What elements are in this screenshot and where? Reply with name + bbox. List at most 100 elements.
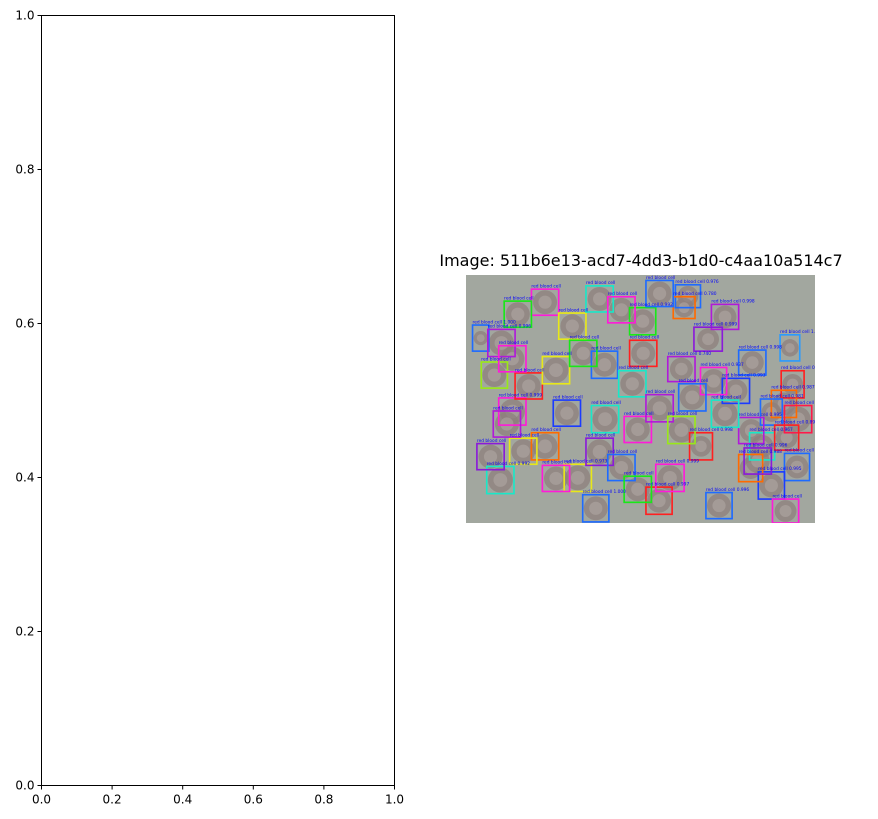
cell-center bbox=[685, 390, 700, 405]
cell-center bbox=[476, 334, 485, 342]
detection-box bbox=[710, 399, 740, 429]
cell-center bbox=[592, 444, 607, 459]
cell-center bbox=[786, 378, 799, 390]
detection-label: red blood cell bbox=[624, 471, 653, 477]
detection-box bbox=[606, 295, 636, 324]
image-panel: Image: 511b6e13-acd7-4dd3-b1d0-c4aa10a51… bbox=[439, 251, 843, 523]
cell-center bbox=[511, 307, 525, 321]
cell-center bbox=[745, 356, 759, 369]
cell-center bbox=[777, 397, 791, 411]
detection-label: red blood cell 0.988 bbox=[739, 449, 783, 455]
detection-label: red blood cell bbox=[711, 394, 740, 400]
detection-label: red blood cell bbox=[510, 433, 539, 439]
cell-center bbox=[695, 440, 707, 452]
detection-label: red blood cell 0.937 bbox=[700, 362, 744, 368]
detection-label: red blood cell 1.000 bbox=[780, 329, 824, 335]
detection-image: red blood cell 1.000 red blood cell 1.000… bbox=[466, 275, 828, 523]
detection-label: red blood cell 0.995 bbox=[758, 466, 802, 472]
detection-label: red blood cell bbox=[646, 389, 675, 395]
detection-box bbox=[672, 295, 696, 320]
detection-box bbox=[492, 410, 522, 438]
detection-box bbox=[623, 475, 653, 504]
detection-label: red blood cell 0.893 bbox=[781, 365, 825, 371]
detection-label: red blood cell 0.740 bbox=[668, 351, 712, 357]
detection-box bbox=[737, 416, 765, 445]
cell-center bbox=[614, 460, 629, 475]
cell-center bbox=[674, 423, 689, 437]
y-tick-label: 0.6 bbox=[15, 317, 34, 331]
cell-center bbox=[538, 439, 552, 454]
cell-center bbox=[729, 384, 743, 398]
cell-center bbox=[712, 499, 726, 513]
cell-center bbox=[702, 333, 715, 346]
cell-center bbox=[570, 470, 585, 485]
detection-label: red blood cell bbox=[630, 335, 659, 341]
cell-center bbox=[625, 377, 639, 391]
cell-center bbox=[538, 295, 552, 309]
cell-center bbox=[598, 412, 612, 427]
detection-label: red blood cell bbox=[624, 411, 653, 417]
detection-label: red blood cell 0.992 bbox=[487, 461, 531, 467]
detection-box bbox=[645, 393, 675, 423]
detection-label: red blood cell 0.890 bbox=[775, 419, 819, 425]
detection-box bbox=[773, 424, 800, 451]
detection-box bbox=[541, 355, 571, 385]
left-axes: 0.0 0.2 0.4 0.6 0.8 1.0 0.0 0.2 0.4 0.6 0.8 1.0 bbox=[15, 9, 404, 807]
detection-box bbox=[552, 399, 582, 428]
cell-center bbox=[744, 424, 758, 437]
detection-box bbox=[485, 465, 515, 495]
detection-box bbox=[590, 404, 620, 434]
cell-center bbox=[675, 362, 688, 376]
detection-label: red blood cell bbox=[481, 356, 510, 362]
detection-box bbox=[497, 344, 527, 373]
detection-box bbox=[654, 463, 685, 493]
detection-label: red blood cell 0.998 bbox=[690, 427, 734, 433]
cell-center bbox=[718, 310, 732, 324]
detection-label: red blood cell bbox=[542, 351, 571, 357]
detection-box bbox=[471, 324, 490, 352]
detection-box bbox=[541, 464, 571, 493]
detection-box bbox=[486, 328, 516, 358]
detection-box bbox=[666, 355, 696, 383]
detection-box bbox=[780, 369, 805, 399]
cell-center bbox=[785, 343, 795, 353]
detection-label: red blood cell bbox=[531, 284, 560, 290]
detection-box bbox=[688, 431, 714, 461]
cell-center bbox=[780, 431, 793, 444]
detection-label: red blood cell 0.967 bbox=[750, 427, 794, 433]
cell-center bbox=[589, 501, 603, 515]
cell-center bbox=[522, 379, 536, 393]
cell-center bbox=[706, 374, 721, 388]
y-tick-label: 0.0 bbox=[15, 779, 34, 793]
cell-center bbox=[764, 478, 778, 493]
detection-label: red blood cell bbox=[646, 275, 675, 281]
detection-box bbox=[743, 447, 773, 475]
detection-box bbox=[563, 463, 593, 493]
cell-center bbox=[751, 454, 765, 468]
x-tick-label: 0.6 bbox=[244, 793, 263, 807]
detection-box bbox=[585, 437, 615, 467]
cell-center bbox=[636, 346, 650, 360]
detection-label: red blood cell 0.985 bbox=[784, 400, 828, 406]
detection-box bbox=[759, 398, 784, 426]
detection-box bbox=[508, 437, 538, 466]
detection-box bbox=[645, 279, 675, 308]
detection-box bbox=[783, 452, 811, 482]
x-axis-ticks: 0.0 0.2 0.4 0.6 0.8 1.0 bbox=[32, 785, 404, 807]
detection-box bbox=[705, 491, 733, 520]
detection-label: red blood cell bbox=[542, 460, 571, 466]
image-title: Image: 511b6e13-acd7-4dd3-b1d0-c4aa10a51… bbox=[439, 251, 842, 270]
detection-box bbox=[503, 300, 533, 329]
detection-box bbox=[693, 326, 724, 352]
cell-center bbox=[593, 292, 607, 306]
detection-label: red blood cell bbox=[531, 427, 560, 433]
detection-box bbox=[628, 306, 657, 336]
cell-center bbox=[549, 471, 563, 485]
detection-label: red blood cell bbox=[591, 346, 620, 352]
detection-label: red blood cell bbox=[477, 438, 506, 444]
detection-label: red blood cell bbox=[772, 493, 801, 499]
detection-box bbox=[699, 366, 728, 396]
cell-center bbox=[516, 444, 530, 458]
detection-box bbox=[530, 431, 560, 461]
